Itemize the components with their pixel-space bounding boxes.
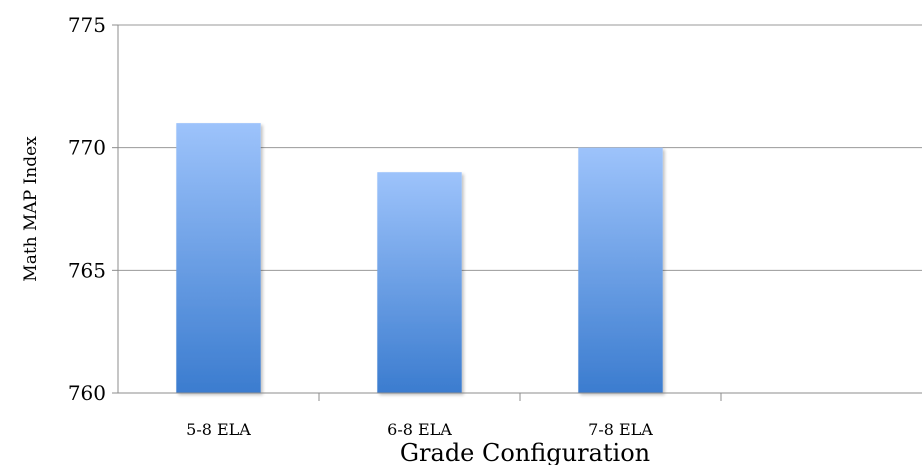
y-tick-labels: 760 765 770 775 (68, 13, 106, 405)
axes (112, 24, 922, 401)
bars (176, 123, 663, 393)
bar-1 (176, 123, 261, 393)
bar-2 (377, 172, 462, 393)
y-axis-title: Math MAP Index (21, 136, 41, 282)
y-tick-label-775: 775 (68, 13, 106, 37)
bar-3 (578, 147, 663, 393)
x-axis-title: Grade Configuration (400, 439, 650, 465)
y-tick-label-770: 770 (68, 136, 106, 160)
y-tick-label-760: 760 (68, 381, 106, 405)
y-tick-label-765: 765 (68, 258, 106, 282)
x-tick-labels: 5-8 ELA 6-8 ELA 7-8 ELA (186, 420, 653, 439)
x-tick-label-1: 5-8 ELA (186, 420, 251, 439)
x-tick-label-2: 6-8 ELA (387, 420, 452, 439)
x-tick-label-3: 7-8 ELA (588, 420, 653, 439)
